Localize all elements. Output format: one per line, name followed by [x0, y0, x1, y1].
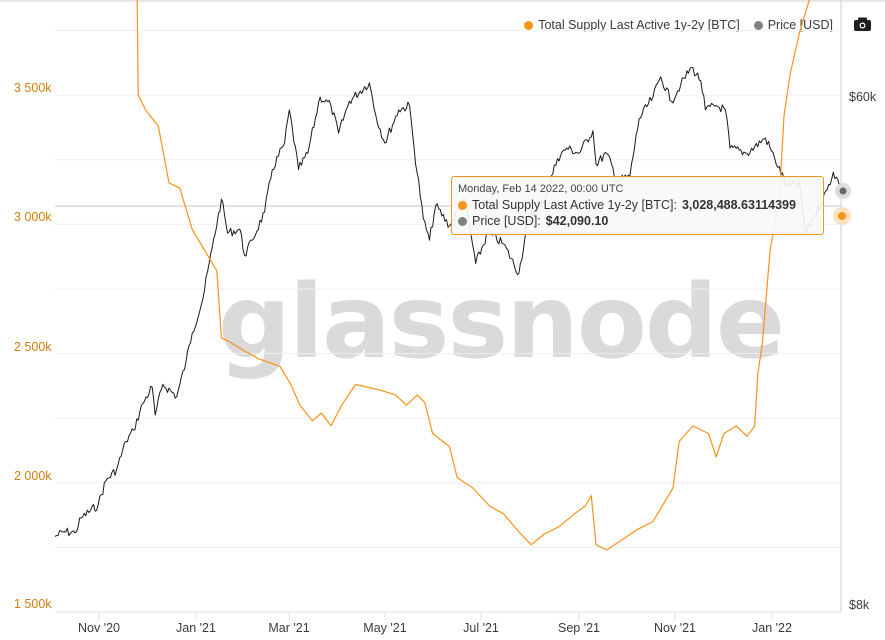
x-axis-label-nov-21: Nov '21 [654, 621, 696, 635]
x-axis-ticks [98, 612, 773, 620]
legend-label-supply: Total Supply Last Active 1y-2y [BTC] [538, 18, 740, 32]
tooltip-price-value: $42,090.10 [545, 214, 609, 228]
legend-label-price: Price [USD] [767, 18, 833, 32]
legend-item-supply[interactable]: Total Supply Last Active 1y-2y [BTC] [524, 18, 740, 32]
price-dot-icon [753, 20, 763, 30]
supply-dot-icon [524, 20, 534, 30]
x-axis-label-jan-22: Jan '22 [752, 621, 792, 635]
right-axis-label-8k: $8k [849, 598, 870, 612]
left-axis-label-3500k: 3 500k [14, 81, 52, 95]
x-axis-label-may-21: May '21 [363, 621, 407, 635]
x-axis-label-jul-21: Jul '21 [463, 621, 499, 635]
supply-hover-dot [838, 212, 846, 220]
gridlines [55, 30, 841, 613]
left-axis-label-2500k: 2 500k [14, 340, 52, 354]
hover-tooltip: Monday, Feb 14 2022, 00:00 UTC Total Sup… [451, 176, 824, 235]
x-axis-label-sep-21: Sep '21 [557, 621, 601, 635]
tooltip-date: Monday, Feb 14 2022, 00:00 UTC [458, 183, 624, 195]
tooltip-row-supply: Total Supply Last Active 1y-2y [BTC]: 3,… [458, 197, 823, 213]
legend: Total Supply Last Active 1y-2y [BTC] Pri… [524, 18, 833, 32]
supply-dot-icon [458, 200, 467, 210]
legend-item-price[interactable]: Price [USD] [753, 18, 833, 32]
tooltip-price-label: Price [USD]: [472, 214, 541, 228]
camera-icon[interactable] [854, 17, 871, 31]
tooltip-row-price: Price [USD]: $42,090.10 [458, 213, 823, 229]
x-axis-label-jan-21: Jan '21 [176, 621, 216, 635]
price-hover-dot [839, 187, 847, 195]
supply-line [136, 0, 810, 551]
price-line [54, 66, 842, 537]
x-axis-label-nov-20: Nov '20 [78, 621, 120, 635]
left-axis-label-3000k: 3 000k [14, 210, 52, 224]
top-border [0, 0, 885, 2]
price-dot-icon [458, 216, 467, 226]
tooltip-supply-label: Total Supply Last Active 1y-2y [BTC]: [472, 198, 677, 212]
x-axis-label-mar-21: Mar '21 [268, 621, 310, 635]
left-axis-label-1500k: 1 500k [14, 597, 52, 611]
left-axis-label-2000k: 2 000k [14, 469, 52, 483]
tooltip-supply-value: 3,028,488.63114399 [681, 198, 796, 212]
right-axis-label-60k: $60k [849, 90, 877, 104]
